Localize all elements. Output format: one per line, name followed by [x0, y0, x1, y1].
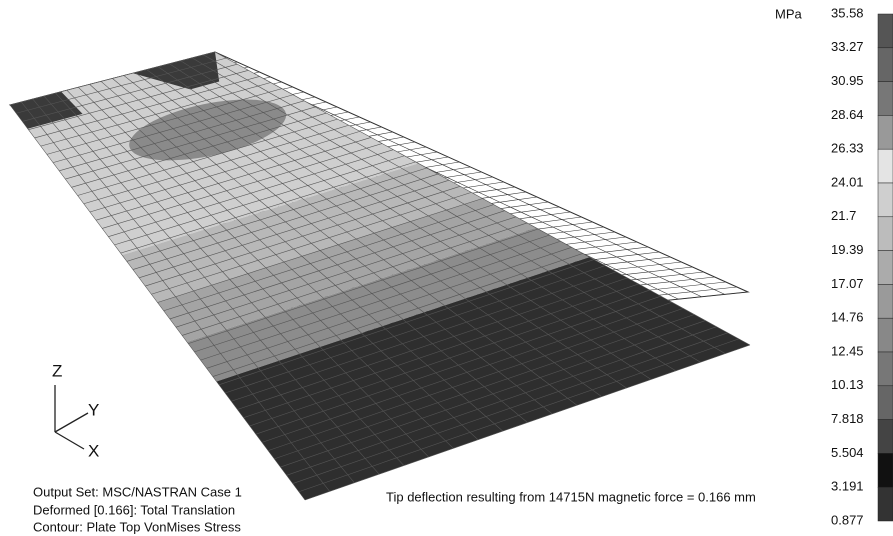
- legend-label: 7.818: [831, 411, 864, 426]
- y-axis: [55, 413, 88, 432]
- axis-triad: Z Y X: [52, 361, 99, 460]
- legend-swatch: [878, 487, 893, 521]
- legend-label: 26.33: [831, 141, 864, 156]
- fea-view: Z Y X Output Set: MSC/NASTRAN Case 1 Def…: [0, 0, 893, 536]
- legend-label: 0.877: [831, 512, 864, 527]
- legend-swatch: [878, 352, 893, 386]
- legend-swatch: [878, 420, 893, 454]
- legend-label: 24.01: [831, 174, 864, 189]
- legend-label: 19.39: [831, 242, 864, 257]
- legend-swatch: [878, 115, 893, 149]
- legend-swatch: [878, 48, 893, 82]
- z-label: Z: [52, 361, 62, 380]
- note: Tip deflection resulting from 14715N mag…: [386, 489, 756, 504]
- legend-swatch: [878, 14, 893, 48]
- legend-label: 28.64: [831, 107, 864, 122]
- legend-label: 5.504: [831, 445, 864, 460]
- legend-label: 33.27: [831, 39, 864, 54]
- legend-label: 12.45: [831, 343, 864, 358]
- legend-label: 35.58: [831, 5, 864, 20]
- legend-swatch: [878, 318, 893, 352]
- legend-label: 3.191: [831, 479, 864, 494]
- legend-swatch: [878, 284, 893, 318]
- legend-swatch: [878, 217, 893, 251]
- legend-swatch: [878, 149, 893, 183]
- legend-label: 21.7: [831, 208, 856, 223]
- legend-label: 14.76: [831, 310, 864, 325]
- legend-swatch: [878, 453, 893, 487]
- legend-swatch: [878, 386, 893, 420]
- x-axis: [55, 432, 84, 449]
- info-line: Contour: Plate Top VonMises Stress: [33, 519, 241, 534]
- info-line: Output Set: MSC/NASTRAN Case 1: [33, 484, 242, 499]
- info-line: Deformed [0.166]: Total Translation: [33, 502, 235, 517]
- legend-label: 30.95: [831, 73, 864, 88]
- legend-swatch: [878, 251, 893, 285]
- x-label: X: [88, 441, 99, 460]
- legend-swatch: [878, 82, 893, 116]
- legend: 35.58 33.27 30.95 28.64 26.33 24.01 21.7 19.39 1…: [831, 5, 893, 527]
- legend-swatch: [878, 183, 893, 217]
- mesh: [10, 52, 750, 500]
- y-label: Y: [88, 400, 99, 419]
- units: MPa: [775, 6, 803, 21]
- legend-label: 17.07: [831, 276, 864, 291]
- legend-label: 10.13: [831, 377, 864, 392]
